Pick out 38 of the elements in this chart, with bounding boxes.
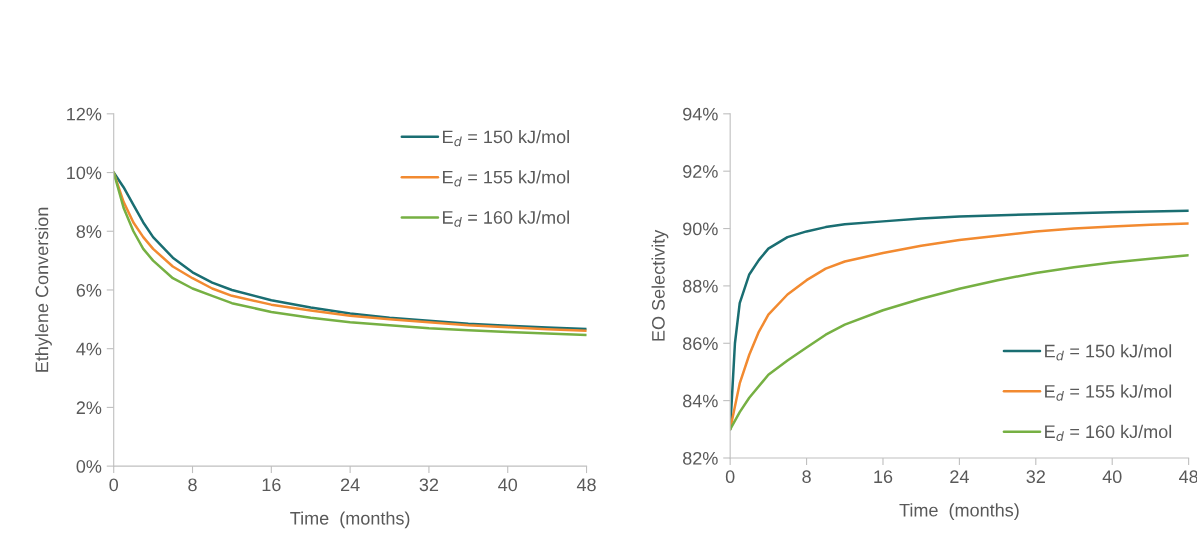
x-tick-label: 40 [498, 478, 518, 492]
y-tick-label: 4% [76, 342, 102, 356]
legend-label: E$_{d}$ = 160 kJ/mol [443, 210, 569, 227]
x-tick-label: 0 [725, 470, 735, 484]
x-tick-label: 24 [340, 478, 360, 492]
x-tick-label: 0 [109, 478, 119, 492]
x-tick-label: 16 [874, 470, 893, 484]
y-axis-title: Ethylene Conversion [35, 207, 52, 372]
y-tick-label: 86% [683, 337, 718, 350]
x-tick-label: 48 [576, 478, 596, 492]
y-tick-label: 84% [683, 394, 718, 408]
y-tick-label: 0% [76, 460, 102, 473]
legend-label: E$_{d}$ = 150 kJ/mol [1045, 344, 1172, 361]
y-tick-label: 90% [683, 222, 718, 236]
y-tick-label: 2% [76, 401, 102, 415]
y-tick-label: 6% [76, 283, 102, 297]
legend-label: E$_{d}$ = 160 kJ/mol [1045, 424, 1172, 442]
legend-label: E$_{d}$ = 155 kJ/mol [443, 170, 569, 187]
x-tick-label: 16 [262, 478, 281, 492]
y-tick-label: 12% [67, 107, 102, 121]
x-tick-label: 32 [419, 478, 439, 492]
y-tick-label: 92% [683, 165, 718, 178]
x-axis-title: Time (months) [290, 511, 410, 529]
x-tick-label: 32 [1026, 470, 1045, 484]
y-tick-label: 10% [67, 166, 102, 180]
x-tick-label: 8 [802, 470, 811, 484]
y-tick-label: 82% [683, 451, 718, 465]
x-tick-label: 40 [1102, 470, 1122, 484]
legend-label: E$_{d}$ = 155 kJ/mol [1045, 384, 1172, 401]
legend-label: E$_{d}$ = 150 kJ/mol [443, 129, 569, 147]
x-tick-label: 8 [188, 478, 197, 492]
x-tick-label: 24 [950, 470, 969, 483]
x-axis-title: Time (months) [899, 503, 1019, 521]
y-tick-label: 88% [683, 279, 718, 293]
y-axis-title: EO Selectivity [651, 229, 669, 341]
y-tick-label: 94% [683, 107, 718, 121]
y-tick-label: 8% [76, 225, 102, 238]
x-tick-label: 48 [1178, 470, 1197, 484]
